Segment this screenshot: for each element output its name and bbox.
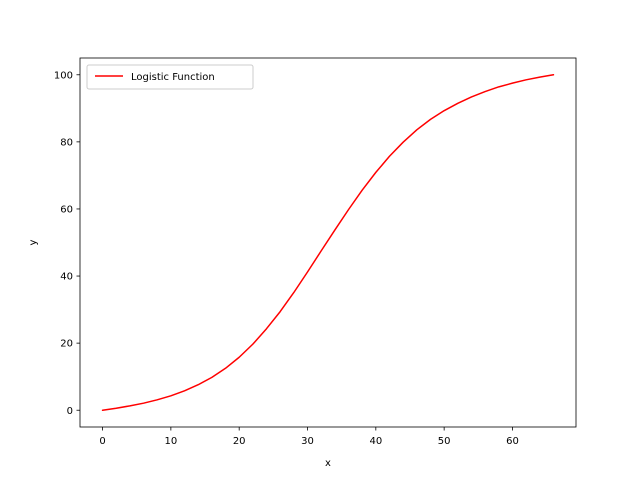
x-tick-label: 60 <box>506 436 519 447</box>
x-tick-label: 50 <box>438 436 451 447</box>
y-axis: 0 20 40 60 80 100 <box>54 70 80 417</box>
series-line-0 <box>101 74 555 411</box>
x-tick-label: 20 <box>233 436 246 447</box>
y-axis-label: y <box>28 239 39 245</box>
x-axis: 0 10 20 30 40 50 60 <box>99 427 519 447</box>
legend-label: Logistic Function <box>131 72 215 83</box>
plot-area <box>79 57 577 428</box>
axes-frame <box>79 57 577 428</box>
legend-box <box>86 64 254 90</box>
y-tick-label: 80 <box>60 137 73 148</box>
legend: Logistic Function <box>86 64 254 90</box>
y-tick-label: 0 <box>67 406 73 417</box>
x-tick-label: 30 <box>301 436 314 447</box>
y-tick-label: 20 <box>60 339 73 350</box>
x-tick-label: 40 <box>369 436 382 447</box>
y-tick-label: 100 <box>54 70 73 81</box>
y-tick-label: 60 <box>60 205 73 216</box>
x-tick-label: 10 <box>164 436 177 447</box>
y-tick-label: 40 <box>60 272 73 283</box>
x-axis-label: x <box>325 458 331 469</box>
x-tick-label: 0 <box>99 436 105 447</box>
